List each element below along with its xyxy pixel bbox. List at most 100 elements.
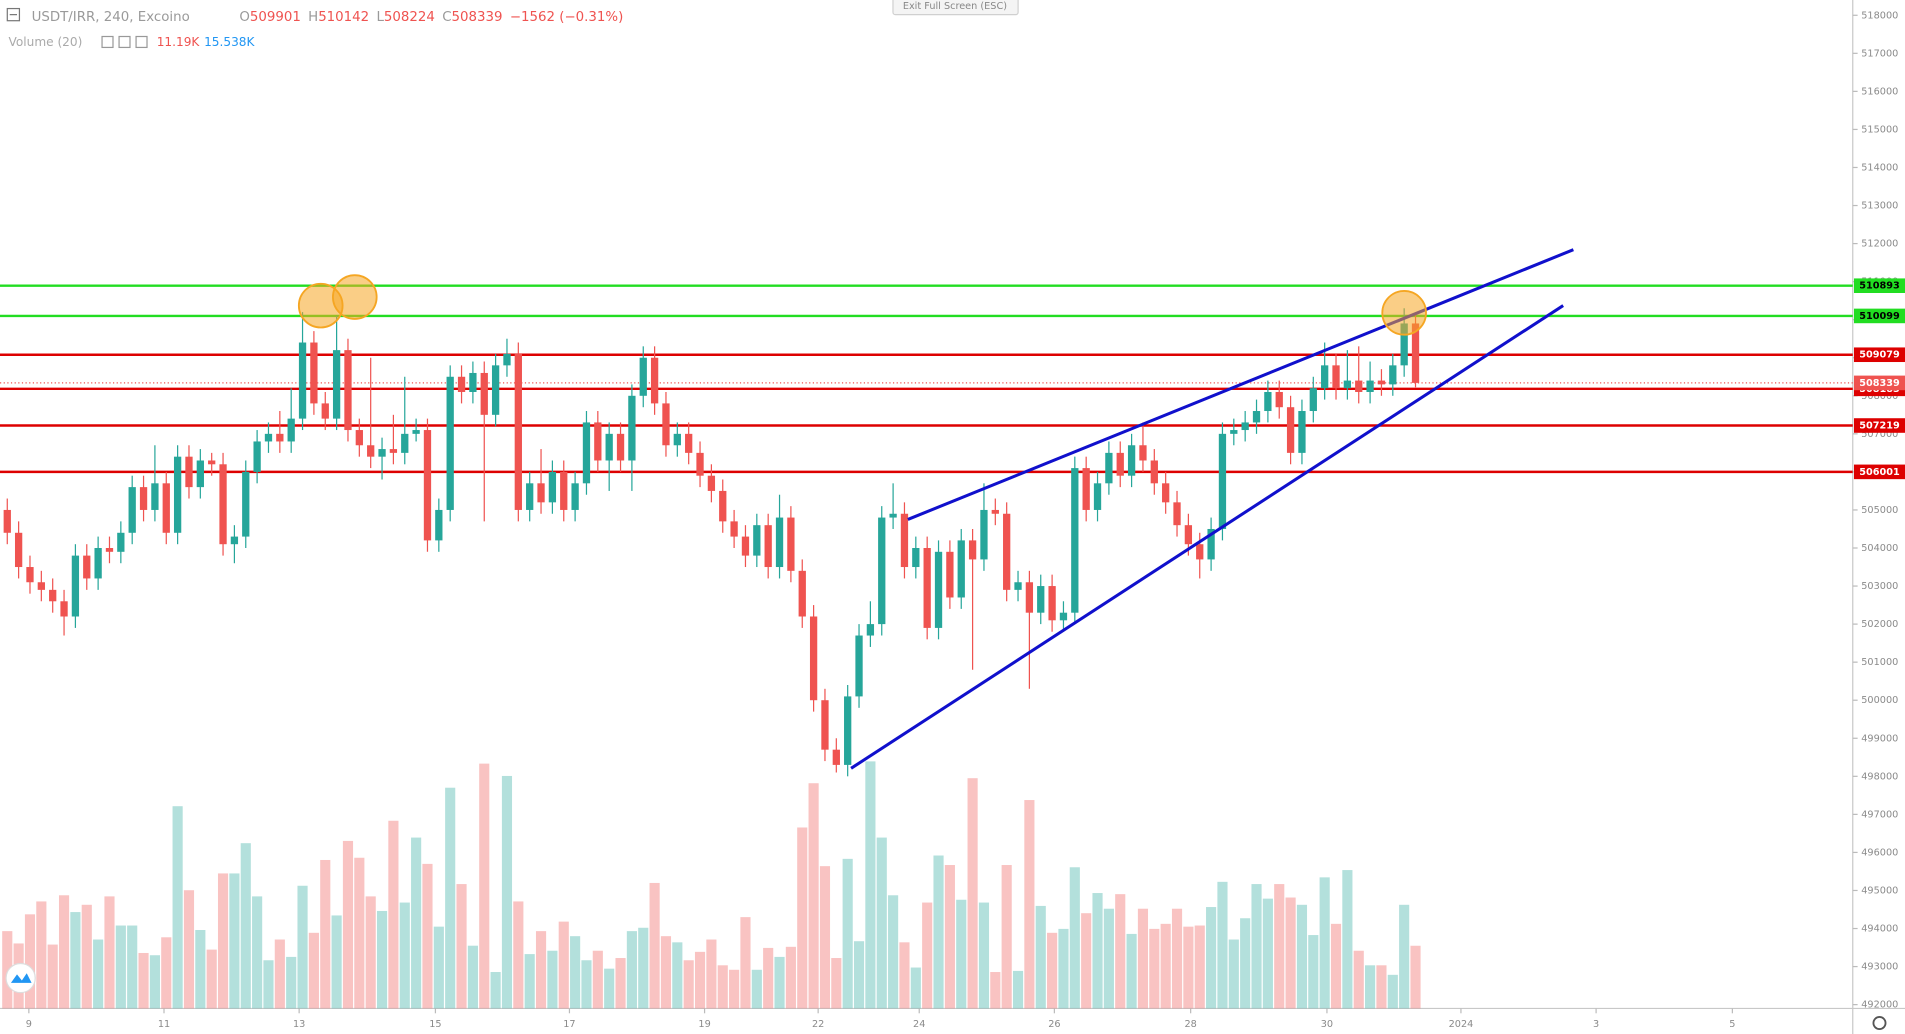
collapse-icon[interactable] xyxy=(6,7,21,22)
volume-bar xyxy=(1387,974,1398,1009)
volume-bar xyxy=(274,939,285,1009)
level-label: 509079 xyxy=(1859,350,1900,361)
volume-bar xyxy=(1206,907,1217,1009)
volume-bar xyxy=(1058,928,1069,1009)
volume-bar xyxy=(649,882,660,1009)
volume-bar xyxy=(1194,925,1205,1009)
volume-bar xyxy=(286,956,297,1009)
y-tick-label: 515000 xyxy=(1861,124,1898,135)
x-tick-label: 9 xyxy=(26,1019,32,1030)
candle-body xyxy=(94,548,102,579)
volume-bar xyxy=(399,902,410,1009)
volume-bar xyxy=(1262,898,1273,1009)
exit-fullscreen-button[interactable] xyxy=(892,0,1019,16)
volume-bar xyxy=(47,944,58,1009)
candle-body xyxy=(469,372,477,392)
candle-body xyxy=(480,372,488,415)
volume-bar xyxy=(445,787,456,1009)
volume-bar xyxy=(581,960,592,1009)
candle-body xyxy=(719,490,727,522)
y-tick-label: 516000 xyxy=(1861,86,1898,97)
level-label: 510893 xyxy=(1859,281,1900,292)
y-tick-label: 512000 xyxy=(1861,239,1898,250)
ohlc-key: C xyxy=(442,10,451,25)
volume-bar xyxy=(1240,918,1251,1009)
volume-bar xyxy=(138,952,149,1009)
exit-fullscreen-label: Exit Full Screen (ESC) xyxy=(903,1,1007,12)
candle-body xyxy=(310,342,318,404)
volume-bar xyxy=(36,901,47,1009)
y-tick-label: 504000 xyxy=(1861,543,1898,554)
candle-body xyxy=(491,365,500,415)
candle-body xyxy=(1150,460,1158,484)
volume-bar xyxy=(1228,939,1239,1009)
x-tick-label: 26 xyxy=(1048,1019,1060,1030)
volume-bar xyxy=(1103,908,1114,1009)
symbol: USDT/IRR, 240, Excoino xyxy=(32,10,190,25)
volume-bar xyxy=(1410,945,1421,1009)
volume-bar xyxy=(853,941,865,1009)
highlight-circle xyxy=(332,274,378,320)
volume-bar xyxy=(558,921,569,1009)
volume-bar xyxy=(683,960,694,1009)
volume-bar xyxy=(819,866,831,1009)
candle-body xyxy=(628,395,636,461)
candle-body xyxy=(889,513,897,518)
y-tick-label: 492000 xyxy=(1861,1000,1898,1011)
candle-body xyxy=(685,433,693,453)
settings-icon[interactable] xyxy=(1872,1016,1887,1031)
volume-bar xyxy=(104,896,115,1009)
candle-body xyxy=(117,532,125,552)
candle-body xyxy=(355,430,363,446)
candle-body xyxy=(1377,380,1386,385)
candle-body xyxy=(1400,323,1408,366)
candle-body xyxy=(1286,407,1295,453)
icon[interactable] xyxy=(101,35,114,49)
candle-body xyxy=(435,509,443,541)
volume-bar xyxy=(263,960,274,1009)
candle-body xyxy=(1264,391,1272,412)
candle-body xyxy=(1105,452,1113,484)
candle-body xyxy=(14,532,23,568)
volume-bar xyxy=(1365,965,1376,1009)
logo[interactable] xyxy=(5,962,36,994)
candle-body xyxy=(1321,365,1329,389)
icon[interactable] xyxy=(118,35,131,49)
candle-body xyxy=(775,517,784,568)
icon[interactable] xyxy=(135,35,148,49)
y-tick-label: 501000 xyxy=(1861,657,1898,668)
candle-body xyxy=(1003,513,1011,590)
volume-bar xyxy=(1137,908,1149,1009)
volume-bar xyxy=(1376,965,1387,1009)
x-tick-label: 22 xyxy=(812,1019,824,1030)
level-label-box xyxy=(1853,278,1905,293)
volume-bar xyxy=(842,858,853,1009)
level-label-box xyxy=(1853,418,1905,433)
candle-body xyxy=(1014,582,1022,590)
volume-bar xyxy=(183,890,195,1009)
candle-body xyxy=(446,376,454,510)
candle-body xyxy=(1162,483,1170,503)
volume-bar xyxy=(1399,904,1410,1009)
volume-bar xyxy=(967,778,978,1009)
x-tick-label: 2024 xyxy=(1449,1019,1474,1030)
trend-line xyxy=(907,248,1574,521)
candle-body xyxy=(1230,430,1238,434)
volume-bar xyxy=(308,932,319,1009)
y-tick-label: 503000 xyxy=(1861,581,1898,592)
x-tick-label: 19 xyxy=(698,1019,710,1030)
logo-mark xyxy=(10,973,32,983)
volume-bar xyxy=(1047,932,1058,1009)
volume-bar xyxy=(365,896,376,1009)
x-tick-label: 13 xyxy=(293,1019,305,1030)
candle-body xyxy=(616,433,625,461)
volume-bar xyxy=(604,968,615,1009)
volume-bar xyxy=(376,910,388,1009)
volume-bar xyxy=(1330,923,1342,1009)
x-tick-label: 24 xyxy=(913,1019,925,1030)
candle-body xyxy=(219,464,227,545)
volume-bar xyxy=(956,899,967,1009)
volume-bar xyxy=(660,936,672,1009)
candle-body xyxy=(980,509,988,560)
candle-body xyxy=(230,536,239,545)
